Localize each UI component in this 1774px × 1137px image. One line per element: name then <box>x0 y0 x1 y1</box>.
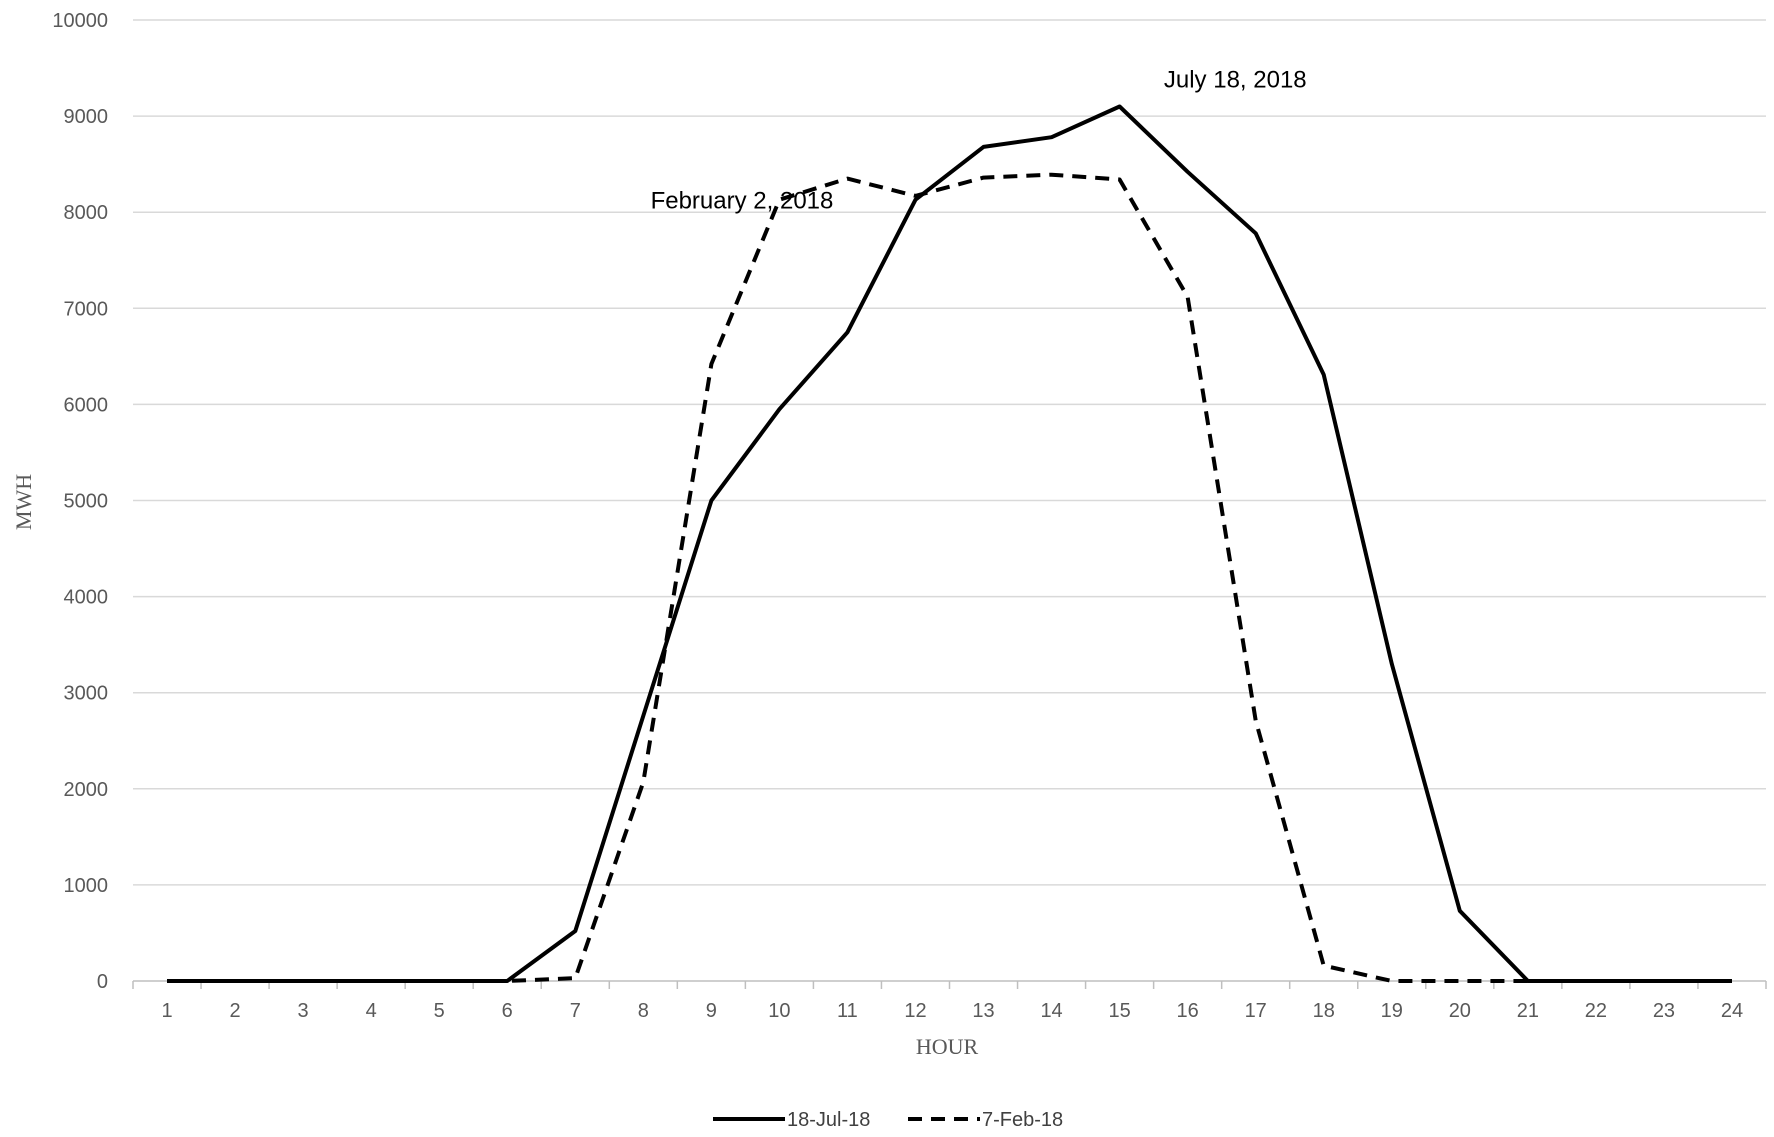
y-tick-label: 2000 <box>64 779 109 801</box>
x-tick-label: 10 <box>768 1000 790 1022</box>
x-tick-label: 3 <box>298 1000 309 1022</box>
x-tick-label: 9 <box>706 1000 717 1022</box>
x-tick-label: 4 <box>366 1000 377 1022</box>
y-tick-label: 7000 <box>64 298 109 320</box>
x-axis-tick-labels: 1 2 3 4 5 6 7 8 9 10 11 12 13 14 15 16 17 18 19 20 21 22 23 24 <box>132 981 1767 1022</box>
y-tick-label: 3000 <box>64 683 109 705</box>
x-tick-label: 18 <box>1313 1000 1335 1022</box>
x-tick-label: 13 <box>972 1000 994 1022</box>
y-tick-label: 8000 <box>64 202 109 224</box>
x-tick-label: 2 <box>230 1000 241 1022</box>
y-tick-label: 6000 <box>64 394 109 416</box>
y-axis-title: MWH <box>11 474 36 530</box>
legend-label: 18-Jul-18 <box>787 1109 870 1131</box>
x-tick-label: 17 <box>1245 1000 1267 1022</box>
x-tick-label: 21 <box>1517 1000 1539 1022</box>
annotations: July 18, 2018 February 2, 2018 <box>651 66 1307 214</box>
x-tick-label: 24 <box>1721 1000 1743 1022</box>
x-tick-label: 14 <box>1040 1000 1062 1022</box>
y-tick-label: 9000 <box>64 106 109 128</box>
x-tick-label: 15 <box>1108 1000 1130 1022</box>
y-tick-label: 5000 <box>64 491 109 513</box>
x-tick-label: 8 <box>638 1000 649 1022</box>
x-tick-label: 22 <box>1585 1000 1607 1022</box>
y-tick-label: 4000 <box>64 587 109 609</box>
y-tick-label: 1000 <box>64 875 109 897</box>
x-axis-title: HOUR <box>916 1034 979 1059</box>
legend-label: 7-Feb-18 <box>982 1109 1063 1131</box>
y-tick-label: 10000 <box>52 10 108 32</box>
annotation-label: July 18, 2018 <box>1164 66 1307 93</box>
series-line-dashed <box>167 172 1732 983</box>
gridlines <box>133 19 1766 982</box>
legend: 18-Jul-18 7-Feb-18 <box>713 1109 1063 1131</box>
y-axis-tick-labels: 0 1000 2000 3000 4000 5000 6000 7000 8000 9000 100… <box>52 10 108 993</box>
x-tick-label: 7 <box>570 1000 581 1022</box>
series-line-solid <box>167 104 1732 983</box>
x-tick-label: 5 <box>434 1000 445 1022</box>
x-tick-label: 11 <box>837 1000 858 1022</box>
x-tick-label: 20 <box>1449 1000 1471 1022</box>
series-lines <box>167 104 1732 983</box>
x-tick-label: 19 <box>1381 1000 1403 1022</box>
x-tick-label: 6 <box>502 1000 513 1022</box>
x-tick-label: 1 <box>161 1000 172 1022</box>
x-tick-label: 23 <box>1653 1000 1675 1022</box>
annotation-label: February 2, 2018 <box>651 187 834 214</box>
x-tick-label: 16 <box>1177 1000 1199 1022</box>
y-tick-label: 0 <box>97 971 108 993</box>
x-tick-label: 12 <box>904 1000 926 1022</box>
